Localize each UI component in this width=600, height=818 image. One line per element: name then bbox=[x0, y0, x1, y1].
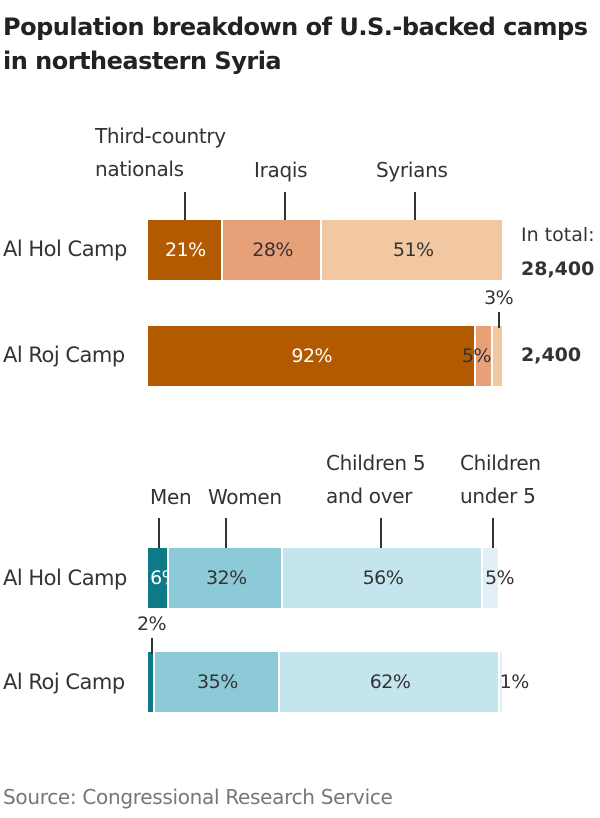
legend-tick bbox=[184, 192, 186, 220]
row-label: Al Hol Camp bbox=[3, 566, 127, 590]
bar-segment bbox=[148, 326, 474, 386]
label-tick bbox=[497, 312, 500, 328]
total-al-hol: 28,400 bbox=[521, 258, 595, 280]
data-label: 1% bbox=[499, 671, 530, 693]
data-label: 32% bbox=[205, 567, 247, 589]
legend-text: Third-country nationals bbox=[95, 124, 226, 181]
bar-segment bbox=[169, 548, 282, 608]
data-label: 62% bbox=[369, 671, 411, 693]
row-label: Al Roj Camp bbox=[3, 343, 125, 367]
row-label: Al Roj Camp bbox=[3, 670, 125, 694]
legend-children-under-5: Children under 5 bbox=[460, 447, 570, 513]
legend-men: Men bbox=[150, 485, 192, 509]
legend-text: Children 5 and over bbox=[326, 451, 426, 508]
bar-segment bbox=[500, 652, 503, 712]
total-al-roj: 2,400 bbox=[521, 344, 582, 366]
chart-title: Population breakdown of U.S.-backed camp… bbox=[3, 13, 588, 75]
legend-syrians: Syrians bbox=[376, 158, 448, 182]
bar-segment bbox=[155, 652, 278, 712]
data-label: 51% bbox=[392, 239, 434, 261]
legend-iraqis: Iraqis bbox=[254, 158, 308, 182]
bar-segment bbox=[148, 220, 221, 280]
legend-women: Women bbox=[208, 485, 282, 509]
legend-tick bbox=[158, 518, 160, 548]
legend-tick bbox=[380, 518, 382, 548]
legend-tick bbox=[225, 518, 227, 548]
bar-segment bbox=[322, 220, 502, 280]
data-label: 35% bbox=[197, 671, 238, 693]
bar-segment bbox=[475, 326, 492, 386]
bar-segment bbox=[493, 326, 502, 386]
data-label: 3% bbox=[484, 287, 514, 309]
legend-tick bbox=[492, 518, 494, 548]
data-label: 21% bbox=[165, 239, 206, 261]
totals-label: In total: bbox=[521, 224, 595, 246]
data-label: 5% bbox=[484, 567, 515, 589]
legend-tick bbox=[284, 192, 286, 220]
row-label: Al Hol Camp bbox=[3, 237, 127, 261]
data-label: 56% bbox=[362, 567, 404, 589]
source-note: Source: Congressional Research Service bbox=[3, 785, 393, 809]
bar-segment bbox=[279, 652, 499, 712]
label-tick bbox=[150, 638, 153, 654]
data-label: 28% bbox=[252, 239, 293, 261]
bar-segment bbox=[148, 652, 154, 712]
bar-segment bbox=[148, 548, 168, 608]
legend-third-country: Third-country nationals bbox=[95, 120, 255, 186]
bar-segment bbox=[283, 548, 481, 608]
data-label: 5% bbox=[461, 345, 492, 367]
bar-segment bbox=[482, 548, 499, 608]
data-label: 92% bbox=[291, 345, 333, 367]
bar-segment bbox=[222, 220, 321, 280]
legend-text: Children under 5 bbox=[460, 451, 541, 508]
legend-children-5-over: Children 5 and over bbox=[326, 447, 441, 513]
data-label: 2% bbox=[136, 613, 167, 635]
legend-tick bbox=[414, 192, 416, 220]
